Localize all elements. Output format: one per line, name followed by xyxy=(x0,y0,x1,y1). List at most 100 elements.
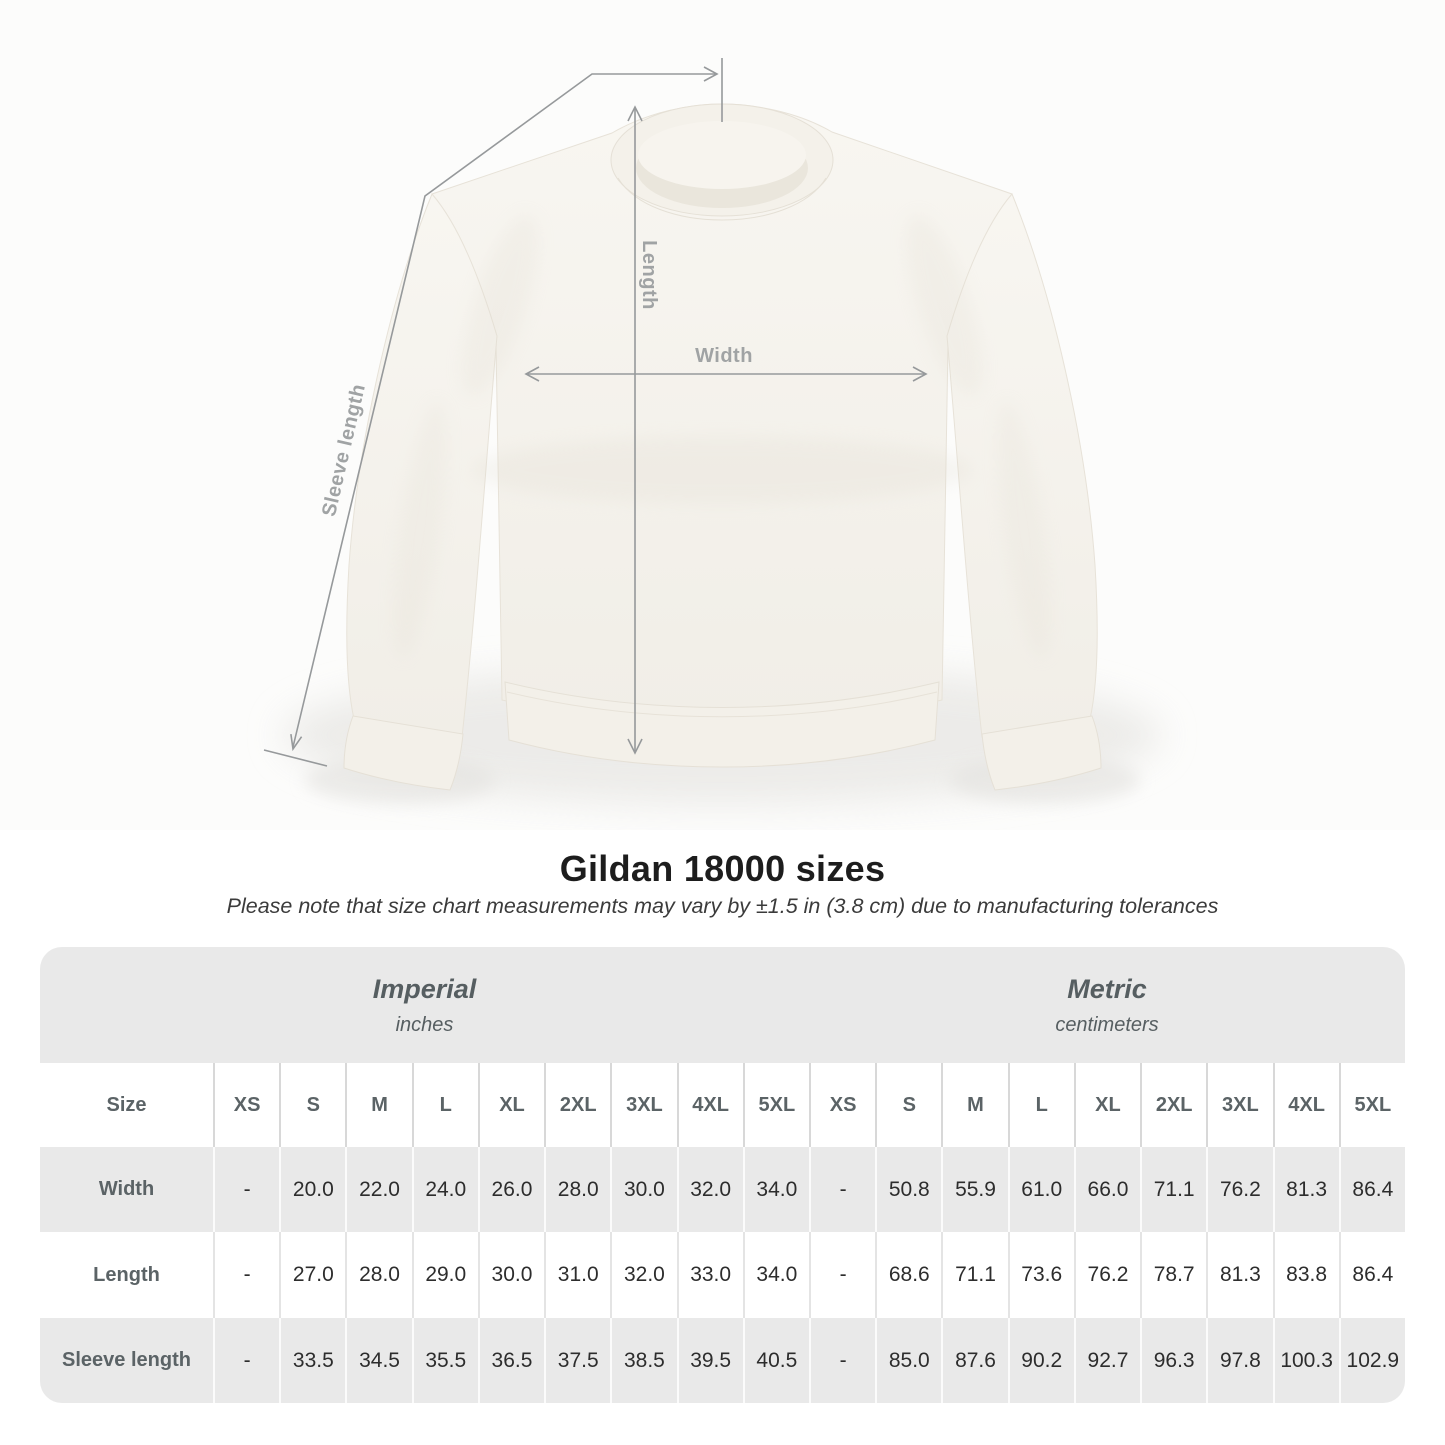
table-cell: 73.6 xyxy=(1007,1232,1074,1318)
table-cell: 81.3 xyxy=(1272,1147,1339,1232)
table-cell: 33.0 xyxy=(676,1232,743,1318)
length-arrow xyxy=(627,105,643,755)
size-col-header: XL xyxy=(477,1063,545,1147)
length-measure-label: Length xyxy=(638,240,660,310)
table-cell: 35.5 xyxy=(411,1318,478,1403)
size-col-header: L xyxy=(411,1063,478,1147)
sleeve-length-arrow xyxy=(263,58,723,767)
right-cuff xyxy=(981,715,1102,791)
waistband-seam xyxy=(506,691,938,718)
table-cell: 78.7 xyxy=(1140,1232,1207,1318)
fabric-folds xyxy=(393,214,1051,659)
table-cell: 96.3 xyxy=(1140,1318,1207,1403)
metric-title: Metric xyxy=(1067,973,1147,1004)
table-cell: - xyxy=(808,1318,876,1403)
table-cell: 97.8 xyxy=(1206,1318,1273,1403)
size-col-header: 4XL xyxy=(676,1063,743,1147)
size-table: Imperial inches Metric centimeters Size … xyxy=(40,947,1405,1403)
table-cell: 68.6 xyxy=(875,1232,942,1318)
size-corner-header: Size xyxy=(106,1093,147,1116)
table-cell: - xyxy=(808,1232,876,1318)
table-cell: 76.2 xyxy=(1073,1232,1141,1318)
table-cell: - xyxy=(213,1318,280,1403)
table-cell: 37.5 xyxy=(544,1318,611,1403)
table-cell: 76.2 xyxy=(1206,1147,1273,1232)
table-cell: 32.0 xyxy=(610,1232,677,1318)
table-cell: - xyxy=(213,1147,280,1232)
table-cell: 36.5 xyxy=(477,1318,545,1403)
table-cell: 86.4 xyxy=(1338,1232,1405,1318)
row-label: Width xyxy=(40,1147,213,1232)
table-cell: 30.0 xyxy=(610,1147,677,1232)
unit-group-band: Imperial inches Metric centimeters xyxy=(40,947,1405,1063)
table-cell: 22.0 xyxy=(345,1147,412,1232)
size-col-header: S xyxy=(875,1063,942,1147)
imperial-title: Imperial xyxy=(372,973,477,1004)
table-cell: 28.0 xyxy=(345,1232,412,1318)
table-cell: 81.3 xyxy=(1206,1232,1273,1318)
table-cell: 38.5 xyxy=(610,1318,677,1403)
size-col-header: XS xyxy=(808,1063,876,1147)
product-photo-area: Length Width Sleeve length xyxy=(263,58,1162,805)
table-cell: 66.0 xyxy=(1073,1147,1141,1232)
table-cell: 27.0 xyxy=(279,1232,346,1318)
table-cell: 71.1 xyxy=(941,1232,1008,1318)
size-col-header: 5XL xyxy=(742,1063,809,1147)
size-col-header: 3XL xyxy=(1206,1063,1273,1147)
tolerance-note: Please note that size chart measurements… xyxy=(226,894,1219,918)
table-cell: 55.9 xyxy=(941,1147,1008,1232)
table-cell: 34.0 xyxy=(742,1232,809,1318)
table-cell: 34.5 xyxy=(345,1318,412,1403)
imperial-group-header: Imperial inches xyxy=(40,947,809,1063)
table-cell: 100.3 xyxy=(1272,1318,1339,1403)
table-cell: 32.0 xyxy=(676,1147,743,1232)
table-cell: 83.8 xyxy=(1272,1232,1339,1318)
size-col-header: XS xyxy=(213,1063,280,1147)
table-cell: 40.5 xyxy=(742,1318,809,1403)
size-col-header: 4XL xyxy=(1272,1063,1339,1147)
table-cell: 30.0 xyxy=(477,1232,545,1318)
table-cell: 20.0 xyxy=(279,1147,346,1232)
table-cell: 24.0 xyxy=(411,1147,478,1232)
size-col-header: M xyxy=(941,1063,1008,1147)
row-label: Length xyxy=(40,1232,213,1318)
table-cell: 29.0 xyxy=(411,1232,478,1318)
imperial-unit: inches xyxy=(395,1013,454,1036)
size-col-header: M xyxy=(345,1063,412,1147)
table-cell: - xyxy=(808,1147,876,1232)
page-title: Gildan 18000 sizes xyxy=(559,848,886,889)
table-cell: - xyxy=(213,1232,280,1318)
size-col-header: XL xyxy=(1073,1063,1141,1147)
table-row-width: Width - 20.0 22.0 24.0 26.0 28.0 30.0 32… xyxy=(40,1147,1405,1232)
metric-unit: centimeters xyxy=(1055,1013,1159,1036)
row-label: Sleeve length xyxy=(40,1318,213,1403)
size-col-header: L xyxy=(1007,1063,1074,1147)
table-cell: 39.5 xyxy=(676,1318,743,1403)
size-header-row: Size XS S M L XL 2XL 3XL 4XL 5XL XS S M … xyxy=(40,1063,1405,1147)
left-cuff xyxy=(343,715,464,791)
size-col-header: 2XL xyxy=(1140,1063,1207,1147)
waistband xyxy=(504,681,940,768)
size-col-header: 3XL xyxy=(610,1063,677,1147)
table-cell: 71.1 xyxy=(1140,1147,1207,1232)
size-col-header: 2XL xyxy=(544,1063,611,1147)
table-cell: 31.0 xyxy=(544,1232,611,1318)
table-cell: 26.0 xyxy=(477,1147,545,1232)
table-cell: 28.0 xyxy=(544,1147,611,1232)
table-cell: 87.6 xyxy=(941,1318,1008,1403)
table-cell: 102.9 xyxy=(1338,1318,1405,1403)
table-cell: 50.8 xyxy=(875,1147,942,1232)
collar xyxy=(610,103,834,221)
table-cell: 90.2 xyxy=(1007,1318,1074,1403)
table-cell: 61.0 xyxy=(1007,1147,1074,1232)
table-cell: 86.4 xyxy=(1338,1147,1405,1232)
metric-group-header: Metric centimeters xyxy=(809,947,1405,1063)
width-measure-label: Width xyxy=(695,345,753,367)
width-arrow xyxy=(524,366,928,382)
table-cell: 85.0 xyxy=(875,1318,942,1403)
table-cell: 34.0 xyxy=(742,1147,809,1232)
size-col-header: S xyxy=(279,1063,346,1147)
table-cell: 33.5 xyxy=(279,1318,346,1403)
table-cell: 92.7 xyxy=(1073,1318,1141,1403)
size-col-header: 5XL xyxy=(1338,1063,1405,1147)
